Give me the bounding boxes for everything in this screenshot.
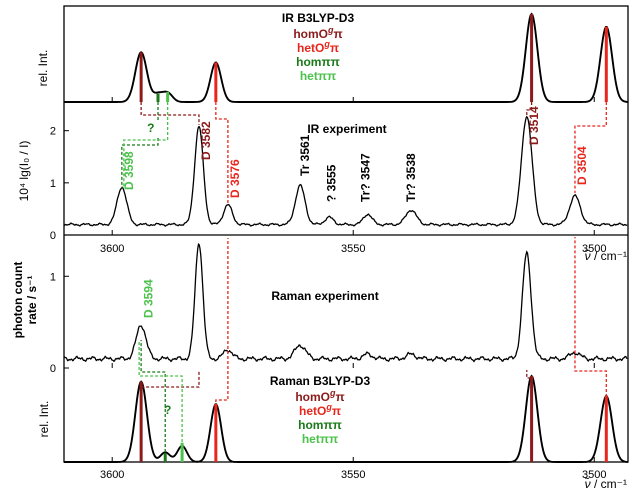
peak-label: Tr 3561	[298, 134, 312, 176]
y-axis-label: rel. Int.	[36, 50, 50, 87]
x-unit-symbol: ν̃	[585, 476, 591, 491]
y-label-line: rate / s⁻¹	[25, 275, 39, 324]
legend-tail: ππ	[323, 418, 341, 432]
panel-raman-calc: Raman B3LYP-D3homOgπhetOgπhomππhetππrel.…	[37, 374, 629, 463]
peak-label: D 3594	[141, 279, 155, 318]
x-tick-label-mid: 3500	[582, 243, 606, 255]
legend-tail: π	[332, 404, 341, 418]
peak-label: Tr? 3538	[404, 153, 418, 202]
peak-label: Tr? 3547	[358, 153, 372, 202]
x-unit-label-bottom: ν̃ / cm⁻¹	[585, 476, 627, 491]
connector-hetO	[574, 237, 607, 462]
exp-spectrum-line	[63, 243, 628, 363]
legend-entry: homOgπ	[295, 388, 344, 404]
x-tick-label-mid: 3600	[100, 243, 124, 255]
legend-entry: homππ	[298, 418, 342, 432]
legend-entry: homππ	[296, 55, 340, 69]
y-axis-label: photon countrate / s⁻¹	[11, 262, 39, 339]
panel-title: Raman experiment	[271, 289, 378, 303]
panel-title: IR experiment	[307, 122, 386, 136]
panel-ir-exp: 0 1 2 IR experiment 10⁴ lg(I₀ / I) D 3598 D 35…	[17, 106, 628, 242]
legend-base: homO	[295, 390, 330, 404]
y-axis-label: rel. Int.	[37, 401, 51, 438]
legend-sup: g	[323, 39, 330, 49]
legend-entry: hetOgπ	[297, 39, 339, 55]
connector-het	[123, 102, 169, 188]
x-tick-label-bottom: 3500	[582, 469, 606, 481]
legend-sup: g	[329, 388, 336, 398]
panel-title: IR B3LYP-D3	[282, 11, 355, 25]
panel-raman-exp: 0 1 Raman experiment photon countrate / s⁻¹…	[11, 243, 628, 375]
y-axis-label: 10⁴ lg(I₀ / I)	[17, 141, 31, 202]
connector-homO	[526, 102, 533, 115]
legend-base: hetO	[299, 404, 326, 418]
connector-homO	[140, 102, 200, 125]
x-tick-label-bottom: 3550	[341, 469, 365, 481]
peak-label: D 3582	[199, 121, 213, 160]
legend-base: hetππ	[302, 432, 338, 446]
annotation-question: ?	[164, 403, 171, 417]
legend-base: homO	[293, 27, 328, 41]
connectors	[121, 102, 607, 462]
y-tick-label: 0	[50, 230, 56, 242]
calc-spectrum-line	[64, 374, 629, 463]
panel-title: Raman B3LYP-D3	[270, 374, 371, 388]
annotation-question: ?	[147, 121, 154, 135]
x-unit-text: / cm⁻¹	[591, 477, 627, 491]
x-tick-label-bottom: 3600	[100, 469, 124, 481]
legend-entry: hetOgπ	[299, 402, 341, 418]
peak-label: ? 3555	[325, 164, 339, 202]
legend-base: hetO	[297, 41, 324, 55]
plot-frame	[63, 5, 629, 463]
y-tick-label: 1	[50, 178, 56, 190]
legend-base: homππ	[296, 55, 340, 69]
y-label-line: photon count	[11, 262, 25, 339]
legend-entry: hetππ	[302, 432, 338, 446]
legend-tail: π	[333, 27, 342, 41]
calc-spectrum-line	[64, 12, 629, 103]
x-unit-text: / cm⁻¹	[591, 249, 627, 263]
legend-entry: hetππ	[300, 69, 336, 83]
legend-tail: π	[335, 390, 344, 404]
connector-hetO	[215, 102, 229, 203]
connector-het	[138, 340, 183, 462]
y-tick-label: 1	[50, 271, 56, 283]
connector-hom	[121, 102, 159, 188]
connector-hetO	[215, 238, 229, 462]
connector-homO	[526, 370, 533, 462]
legend-sup: g	[325, 402, 332, 412]
y-tick-label: 2	[50, 126, 56, 138]
peak-label: D 3598	[122, 151, 136, 190]
x-unit-label-mid: ν̃ / cm⁻¹	[585, 248, 627, 263]
x-unit-symbol: ν̃	[585, 248, 591, 263]
legend-sup: g	[327, 25, 334, 35]
legend-base: hetππ	[300, 69, 336, 83]
peak-label: D 3576	[228, 159, 242, 198]
exp-spectrum-line	[63, 115, 628, 227]
peak-label: D 3514	[527, 106, 541, 145]
connector-homO	[140, 370, 200, 462]
connector-hom	[140, 340, 166, 462]
legend-tail: π	[330, 41, 339, 55]
legend-entry: homOgπ	[293, 25, 342, 41]
connector-hetO	[574, 102, 607, 193]
y-tick-label: 0	[50, 363, 56, 375]
x-tick-label-mid: 3550	[341, 243, 365, 255]
legend-base: hom	[298, 418, 323, 432]
peak-label: D 3504	[575, 146, 589, 185]
